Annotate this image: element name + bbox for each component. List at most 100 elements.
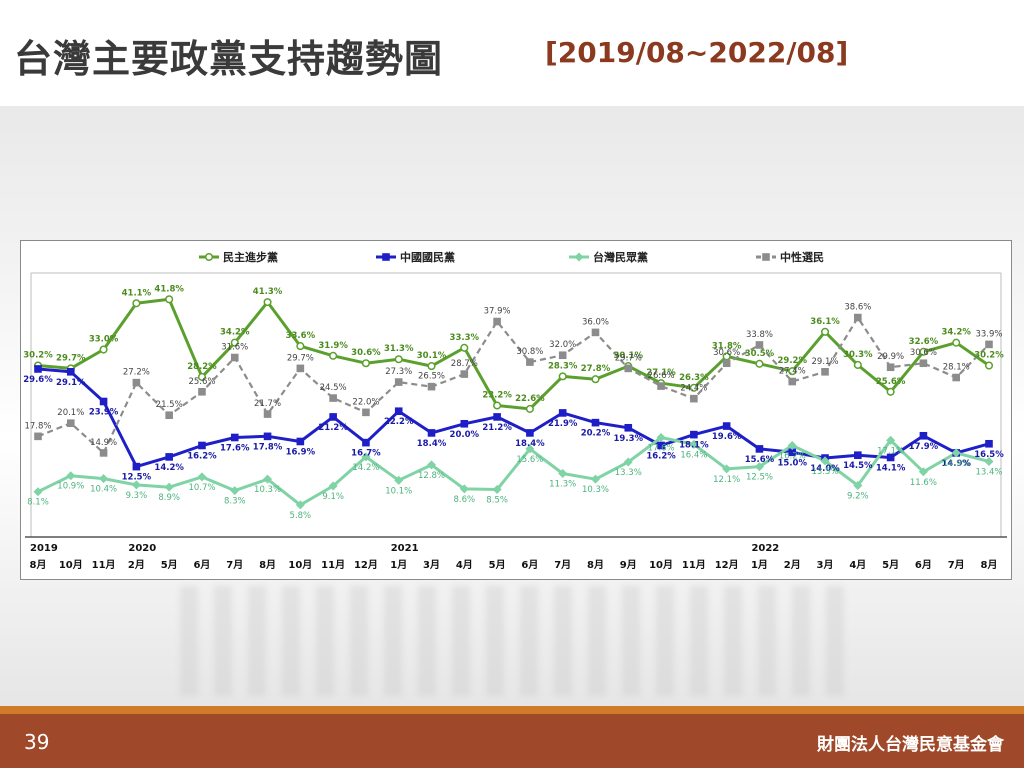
data-label-s1-3: 12.5%: [122, 473, 152, 483]
data-label-s2-18: 13.3%: [615, 468, 642, 478]
data-label-s1-12: 18.4%: [417, 439, 447, 449]
x-tick-label-19: 10月: [649, 559, 673, 571]
data-point-s1-5: [198, 441, 206, 450]
legend-marker-0: [204, 252, 214, 262]
data-point-s2-9: [328, 481, 338, 491]
data-point-s2-12: [427, 460, 437, 470]
data-label-s3-18: 29.7%: [615, 353, 642, 363]
data-label-s1-27: 17.9%: [909, 442, 939, 452]
data-point-s0-11: [394, 355, 403, 364]
data-label-s3-1: 20.1%: [57, 408, 84, 418]
data-point-s1-16: [558, 409, 567, 417]
year-label-3: 2022: [751, 543, 779, 554]
data-label-s2-21: 12.1%: [713, 475, 740, 485]
data-label-s3-14: 37.9%: [484, 307, 511, 317]
data-label-s1-24: 14.0%: [810, 464, 840, 474]
data-label-s3-6: 31.6%: [221, 343, 248, 353]
data-label-s3-3: 27.2%: [123, 368, 150, 378]
data-point-s0-7: [263, 298, 272, 307]
data-point-s3-27: [919, 359, 928, 368]
x-tick-label-3: 2月: [128, 559, 145, 571]
data-point-s3-19: [657, 382, 665, 390]
data-point-s3-20: [690, 394, 698, 403]
data-label-s2-3: 9.3%: [126, 491, 148, 501]
x-tick-label-4: 5月: [161, 559, 178, 571]
data-point-s2-14: [492, 484, 502, 494]
data-label-s0-28: 34.2%: [941, 328, 971, 338]
legend-label-2: 台灣民眾黨: [593, 250, 648, 264]
data-point-s2-4: [164, 482, 174, 492]
x-tick-label-10: 12月: [354, 559, 378, 571]
data-point-s1-21: [722, 422, 731, 430]
data-label-s0-6: 34.2%: [220, 328, 250, 338]
data-point-s3-2: [99, 449, 108, 457]
data-label-s3-23: 27.4%: [779, 367, 806, 377]
data-label-s2-28: 14.9%: [943, 459, 970, 469]
data-point-s3-0: [34, 432, 42, 441]
data-point-s2-15: [525, 444, 535, 454]
x-tick-label-7: 8月: [259, 559, 276, 571]
data-label-s3-10: 22.0%: [352, 397, 379, 407]
x-tick-label-0: 8月: [30, 559, 47, 571]
data-label-s0-17: 27.8%: [581, 364, 611, 374]
data-label-s2-13: 8.6%: [454, 495, 476, 505]
data-point-s2-21: [722, 464, 732, 474]
data-point-s0-10: [361, 359, 370, 368]
data-point-s3-4: [165, 411, 173, 420]
data-label-s2-26: 17.1%: [877, 446, 904, 456]
legend-label-1: 中國國民黨: [400, 250, 455, 264]
data-point-s0-17: [591, 375, 600, 384]
data-label-s3-25: 38.6%: [844, 303, 871, 313]
data-label-s0-7: 41.3%: [253, 287, 283, 297]
data-point-s1-27: [919, 431, 928, 440]
data-label-s2-29: 13.4%: [975, 467, 1002, 477]
data-point-s0-12: [427, 362, 436, 371]
footer-accent-stripe: [0, 706, 1024, 714]
data-label-s3-4: 21.5%: [156, 400, 183, 410]
x-tick-label-18: 9月: [620, 559, 637, 571]
data-label-s1-25: 14.5%: [843, 461, 873, 471]
data-label-s2-22: 12.5%: [746, 473, 773, 483]
data-point-s1-9: [329, 413, 337, 421]
x-tick-label-21: 12月: [715, 559, 739, 571]
x-tick-label-15: 6月: [521, 559, 538, 571]
x-tick-label-6: 7月: [226, 559, 243, 571]
data-label-s0-4: 41.8%: [154, 284, 184, 294]
data-point-s3-6: [230, 353, 239, 362]
data-label-s2-24: 13.5%: [812, 467, 839, 477]
data-point-s3-15: [526, 358, 534, 366]
data-label-s2-7: 10.3%: [254, 485, 281, 495]
data-point-s3-5: [198, 387, 206, 396]
year-label-1: 2020: [128, 543, 156, 554]
data-label-s0-24: 36.1%: [810, 317, 840, 327]
data-label-s1-14: 21.2%: [482, 423, 512, 433]
legend-label-3: 中性選民: [780, 250, 824, 264]
data-point-s0-24: [820, 327, 830, 336]
data-point-s3-17: [591, 328, 600, 337]
data-point-s1-19: [657, 441, 665, 450]
data-label-s1-6: 17.6%: [220, 443, 250, 453]
data-label-s0-26: 25.6%: [876, 377, 906, 387]
chart-panel: 民主進步黨 中國國民黨 台灣民眾黨 中性選民 30.2% 29.7% 33.0% 41.1% 4…: [20, 240, 1012, 580]
data-label-s1-26: 14.1%: [876, 463, 906, 473]
data-point-s2-22: [754, 462, 764, 472]
data-point-s2-0: [33, 487, 43, 497]
data-point-s3-11: [394, 378, 403, 386]
data-point-s0-4: [165, 295, 174, 304]
data-label-s0-20: 26.3%: [679, 373, 709, 383]
x-tick-label-24: 3月: [817, 559, 834, 571]
data-point-s2-17: [590, 474, 600, 484]
data-point-s2-20: [689, 439, 699, 449]
legend-marker-3: [762, 253, 770, 261]
data-point-s2-6: [230, 486, 240, 496]
data-point-s1-22: [755, 445, 764, 453]
x-tick-label-22: 1月: [751, 559, 768, 571]
data-point-s2-5: [197, 472, 207, 482]
data-label-s3-27: 30.6%: [910, 348, 937, 358]
data-label-s1-17: 20.2%: [581, 429, 611, 439]
data-label-s2-16: 11.3%: [549, 479, 576, 489]
data-point-s1-25: [854, 451, 862, 459]
data-label-s2-15: 15.6%: [516, 455, 543, 465]
data-point-s0-22: [755, 359, 764, 368]
